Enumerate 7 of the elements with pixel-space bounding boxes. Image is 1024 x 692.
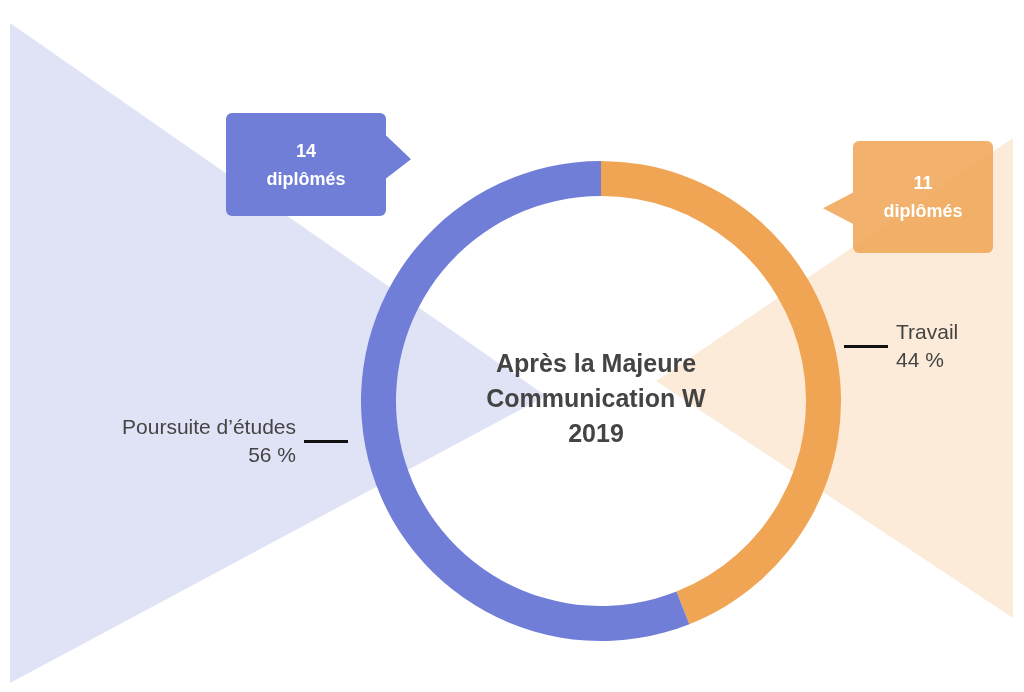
slice-label: Travail bbox=[896, 319, 959, 345]
data-label: 56 % bbox=[247, 442, 296, 468]
slice-label: Poursuite d’études bbox=[122, 414, 296, 440]
text: 11 diplômés bbox=[882, 172, 964, 223]
data-label: 44 % bbox=[896, 347, 945, 373]
text: Après la Majeure Communication W 2019 bbox=[485, 348, 707, 449]
text: 14 diplômés bbox=[265, 139, 347, 191]
